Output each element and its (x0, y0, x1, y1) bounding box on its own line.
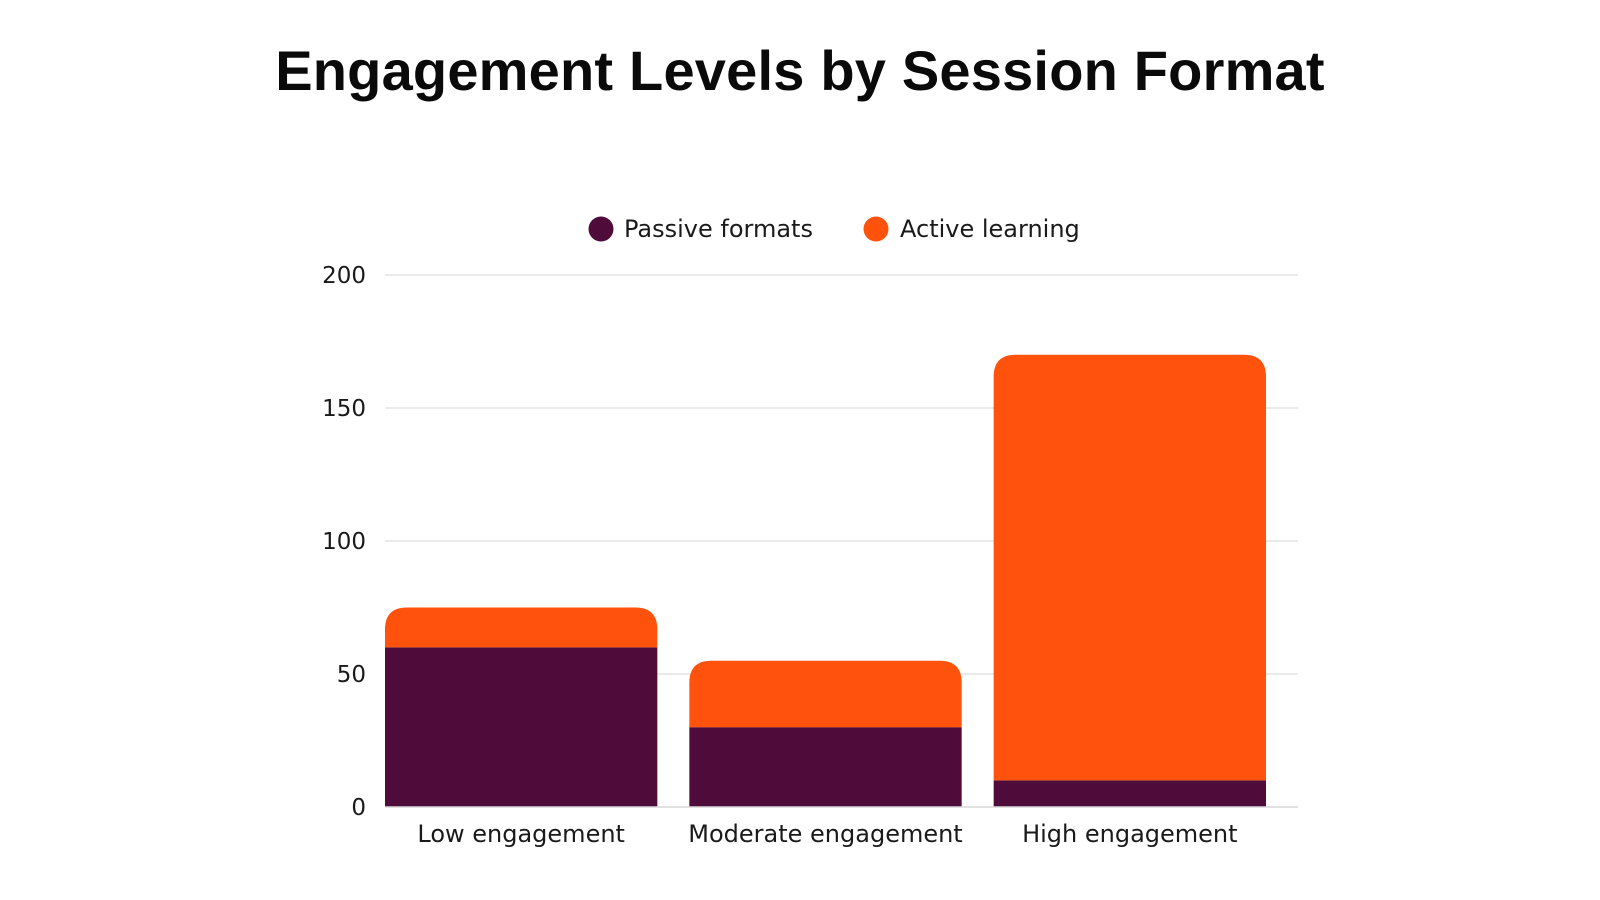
bar-passive-2 (993, 780, 1266, 807)
legend-item-passive: Passive formats (588, 215, 813, 243)
bar-active-0 (385, 607, 658, 648)
x-axis-labels: Low engagement Moderate engagement High en… (417, 820, 1237, 848)
legend-label-active: Active learning (900, 215, 1080, 243)
bars (385, 354, 1266, 807)
bar-passive-1 (689, 727, 962, 807)
legend-label-passive: Passive formats (624, 215, 813, 243)
bar-passive-0 (385, 647, 658, 807)
x-category-label: High engagement (1022, 820, 1237, 848)
legend-swatch-active (863, 216, 889, 242)
y-tick-label: 150 (322, 396, 366, 422)
y-tick-label: 100 (322, 529, 366, 555)
bar-active-2 (993, 354, 1266, 781)
y-tick-label: 50 (337, 662, 366, 688)
x-category-label: Moderate engagement (688, 820, 962, 848)
legend: Passive formats Active learning (588, 215, 1080, 243)
bar-active-1 (689, 660, 962, 728)
x-category-label: Low engagement (417, 820, 625, 848)
y-tick-label: 0 (351, 795, 366, 821)
y-tick-label: 200 (322, 263, 366, 289)
chart-title: Engagement Levels by Session Format (275, 39, 1325, 102)
legend-item-active: Active learning (863, 215, 1080, 243)
y-axis-ticks: 0 50 100 150 200 (322, 263, 366, 821)
legend-swatch-passive (588, 216, 614, 242)
